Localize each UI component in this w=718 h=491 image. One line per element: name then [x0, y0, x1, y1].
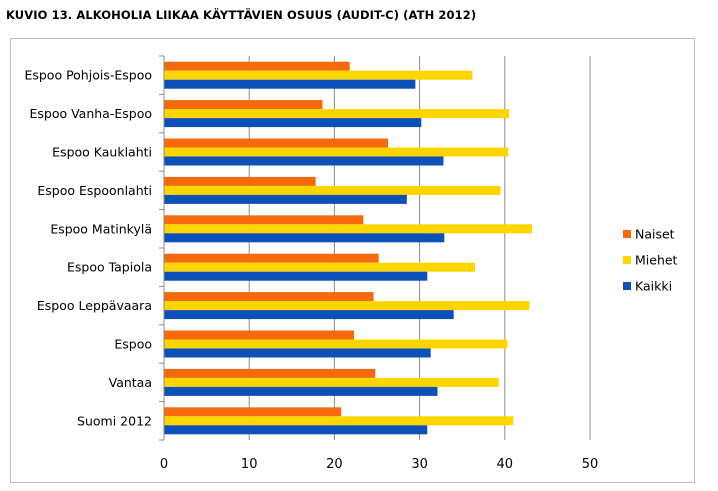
bar-kaikki	[164, 425, 428, 435]
legend-label-kaikki: Kaikki	[635, 279, 672, 294]
category-label: Espoo Matinkylä	[50, 221, 152, 236]
bar-kaikki	[164, 79, 416, 89]
bar-naiset	[164, 138, 389, 148]
x-tick-label: 10	[241, 457, 258, 472]
bar-kaikki	[164, 118, 422, 128]
bar-miehet	[164, 185, 501, 195]
category-label: Espoo Espoonlahti	[37, 183, 152, 198]
category-label: Espoo Vanha-Espoo	[29, 106, 152, 121]
legend-label-miehet: Miehet	[635, 253, 678, 268]
category-label: Espoo	[114, 337, 152, 352]
bar-naiset	[164, 368, 376, 378]
x-tick-label: 50	[582, 457, 599, 472]
category-label: Espoo Kauklahti	[52, 145, 152, 160]
category-label: Vantaa	[109, 375, 152, 390]
category-label: Suomi 2012	[77, 413, 152, 428]
bar-kaikki	[164, 348, 431, 358]
bar-kaikki	[164, 271, 428, 281]
bar-naiset	[164, 176, 316, 186]
bar-miehet	[164, 339, 508, 349]
chart-frame	[10, 38, 695, 483]
x-tick-label: 30	[411, 457, 428, 472]
bar-kaikki	[164, 233, 445, 243]
legend-swatch-kaikki	[623, 282, 631, 290]
x-tick-label: 40	[497, 457, 514, 472]
bar-miehet	[164, 109, 510, 119]
bar-miehet	[164, 147, 509, 157]
bar-kaikki	[164, 156, 444, 166]
bar-miehet	[164, 70, 473, 80]
chart-title: KUVIO 13. ALKOHOLIA LIIKAA KÄYTTÄVIEN OS…	[6, 8, 477, 22]
bar-miehet	[164, 262, 475, 272]
bar-naiset	[164, 407, 342, 417]
bar-naiset	[164, 100, 323, 110]
bar-kaikki	[164, 310, 454, 320]
x-tick-label: 0	[160, 457, 168, 472]
bar-miehet	[164, 377, 499, 387]
category-label: Espoo Leppävaara	[37, 298, 152, 313]
legend-label-naiset: Naiset	[635, 227, 675, 242]
axis: 0 10 20 30 40 50 Espoo Pohjois-Espoo Espoo Vanh…	[24, 55, 599, 472]
category-label: Espoo Tapiola	[67, 260, 152, 275]
bar-kaikki	[164, 386, 438, 396]
bar-naiset	[164, 330, 354, 340]
bar-naiset	[164, 61, 350, 71]
legend: Naiset Miehet Kaikki	[623, 227, 678, 294]
bar-naiset	[164, 253, 379, 263]
bar-miehet	[164, 301, 530, 311]
bars	[164, 61, 533, 435]
x-tick-label: 20	[326, 457, 343, 472]
legend-swatch-miehet	[623, 256, 631, 264]
bar-naiset	[164, 215, 364, 225]
legend-swatch-naiset	[623, 230, 631, 238]
category-label: Espoo Pohjois-Espoo	[24, 68, 152, 83]
bar-miehet	[164, 224, 533, 234]
bar-kaikki	[164, 194, 407, 204]
bar-naiset	[164, 292, 374, 302]
bar-miehet	[164, 416, 514, 426]
